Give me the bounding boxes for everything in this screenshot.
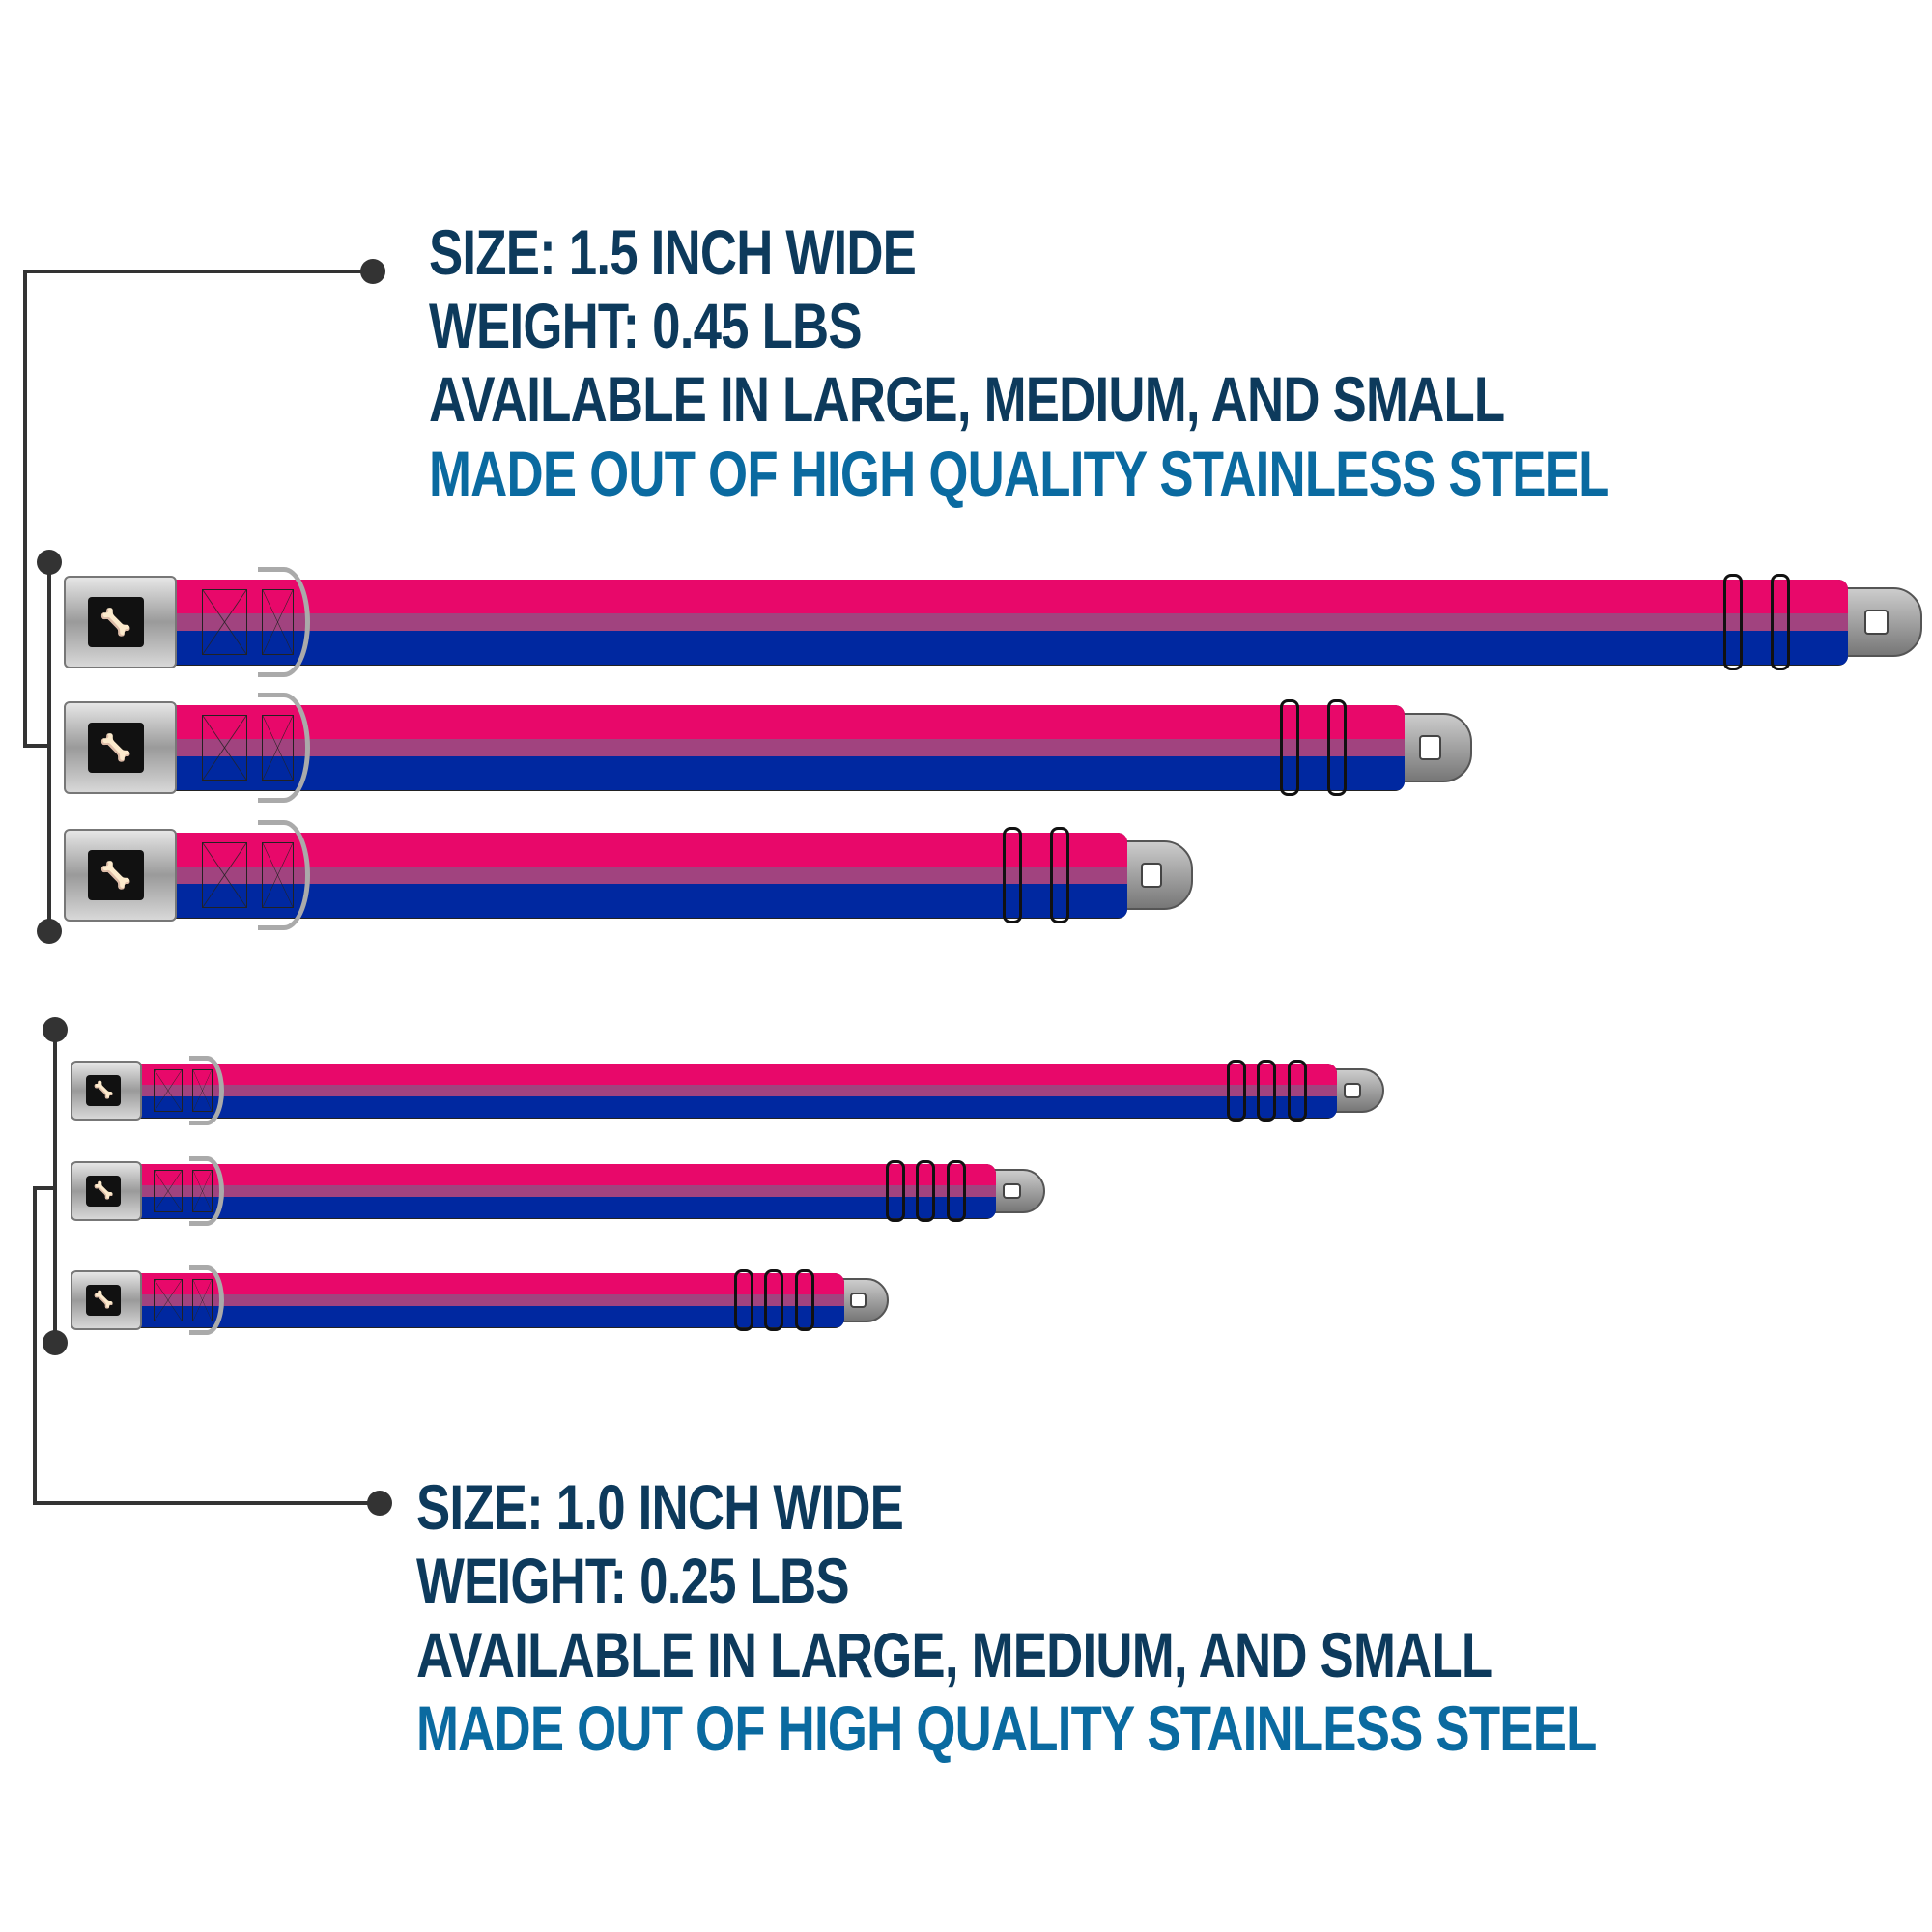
connector-dot — [37, 919, 62, 944]
connector-dot — [43, 1330, 68, 1355]
connector-line — [33, 1186, 37, 1505]
strap-keeper — [1049, 827, 1069, 923]
stripe — [163, 739, 1405, 756]
tab-slot — [1003, 1182, 1022, 1200]
stripe — [163, 867, 1127, 884]
wide-collar-small: 🦴 — [0, 820, 1932, 930]
connector-line — [33, 1501, 379, 1505]
narrow-weight: WEIGHT: 0.25 LBS — [416, 1545, 850, 1616]
stitching — [202, 842, 247, 908]
stripe — [128, 1163, 996, 1186]
stripe — [163, 579, 1848, 614]
connector-dot — [43, 1017, 68, 1042]
stitching — [153, 1069, 184, 1112]
strap-keeper — [1279, 699, 1299, 796]
strap-keeper — [1770, 574, 1790, 670]
collar-strap — [163, 832, 1127, 919]
collar-strap — [128, 1272, 844, 1328]
wide-weight: WEIGHT: 0.45 LBS — [429, 290, 863, 361]
d-ring-icon — [188, 1264, 225, 1336]
seatbelt-buckle: 🦴 — [71, 1161, 142, 1221]
seatbelt-buckle: 🦴 — [71, 1270, 142, 1330]
connector-line — [25, 270, 373, 273]
seatbelt-buckle: 🦴 — [64, 828, 177, 923]
wide-collar-large: 🦴 — [0, 567, 1932, 677]
connector-line — [23, 744, 50, 748]
connector-dot — [37, 550, 62, 575]
stripe — [128, 1294, 844, 1306]
stripe — [128, 1095, 1337, 1119]
strap-keeper — [1287, 1060, 1307, 1122]
stripe — [163, 613, 1848, 631]
stripe — [128, 1272, 844, 1295]
stitching — [202, 589, 247, 655]
strap-keeper — [1722, 574, 1743, 670]
narrow-material: MADE OUT OF HIGH QUALITY STAINLESS STEEL — [416, 1692, 1597, 1764]
strap-keeper — [946, 1160, 966, 1222]
strap-keeper — [1326, 699, 1347, 796]
tab-slot — [1343, 1082, 1361, 1099]
narrow-availability: AVAILABLE IN LARGE, MEDIUM, AND SMALL — [416, 1619, 1492, 1690]
stitching — [202, 715, 247, 781]
tab-slot — [1418, 734, 1441, 761]
strap-keeper — [794, 1269, 814, 1331]
strap-keeper — [764, 1269, 784, 1331]
wide-availability: AVAILABLE IN LARGE, MEDIUM, AND SMALL — [429, 363, 1505, 435]
connector-line — [33, 1186, 56, 1190]
bone-icon: 🦴 — [87, 597, 145, 647]
tab-slot — [1140, 862, 1163, 889]
stripe — [163, 704, 1405, 740]
stripe — [128, 1196, 996, 1219]
tab-slot — [1864, 609, 1889, 636]
stitching — [153, 1279, 184, 1321]
seatbelt-buckle: 🦴 — [71, 1061, 142, 1121]
bone-icon: 🦴 — [86, 1175, 122, 1208]
strap-keeper — [1227, 1060, 1246, 1122]
narrow-collar-medium: 🦴 — [0, 1155, 1932, 1227]
stripe — [163, 883, 1127, 919]
bone-icon: 🦴 — [87, 850, 145, 900]
strap-keeper — [1002, 827, 1022, 923]
d-ring-icon — [257, 693, 310, 803]
collar-strap — [128, 1163, 996, 1219]
connector-dot — [367, 1491, 392, 1516]
d-ring-icon — [188, 1055, 225, 1126]
wide-size: SIZE: 1.5 INCH WIDE — [429, 216, 917, 288]
stripe — [163, 755, 1405, 791]
strap-keeper — [886, 1160, 905, 1222]
narrow-size: SIZE: 1.0 INCH WIDE — [416, 1471, 904, 1543]
wide-material: MADE OUT OF HIGH QUALITY STAINLESS STEEL — [429, 438, 1609, 509]
d-ring-icon — [257, 820, 310, 930]
stripe — [128, 1305, 844, 1328]
stripe — [163, 832, 1127, 867]
collar-strap — [163, 704, 1405, 791]
collar-strap — [163, 579, 1848, 666]
seatbelt-buckle: 🦴 — [64, 700, 177, 795]
narrow-collar-small: 🦴 — [0, 1264, 1932, 1336]
stripe — [163, 630, 1848, 666]
tab-slot — [849, 1292, 867, 1309]
d-ring-icon — [188, 1155, 225, 1227]
connector-line — [23, 270, 27, 748]
strap-keeper — [734, 1269, 753, 1331]
narrow-collar-large: 🦴 — [0, 1055, 1932, 1126]
stripe — [128, 1185, 996, 1197]
stitching — [153, 1170, 184, 1212]
strap-keeper — [1257, 1060, 1277, 1122]
bone-icon: 🦴 — [86, 1284, 122, 1317]
d-ring-icon — [257, 567, 310, 677]
collar-strap — [128, 1063, 1337, 1119]
strap-keeper — [916, 1160, 936, 1222]
connector-dot — [360, 259, 385, 284]
bone-icon: 🦴 — [86, 1074, 122, 1107]
bone-icon: 🦴 — [87, 723, 145, 773]
seatbelt-buckle: 🦴 — [64, 575, 177, 669]
connector-line — [47, 562, 51, 931]
stripe — [128, 1085, 1337, 1096]
stripe — [128, 1063, 1337, 1086]
wide-collar-medium: 🦴 — [0, 693, 1932, 803]
